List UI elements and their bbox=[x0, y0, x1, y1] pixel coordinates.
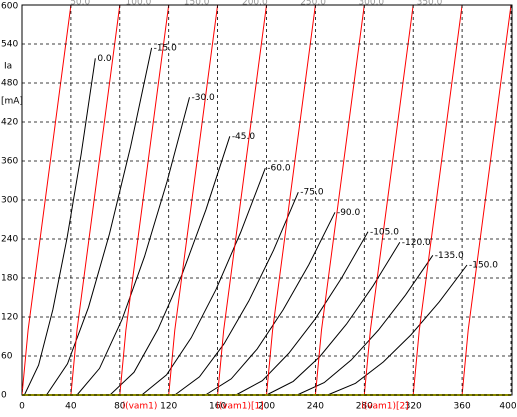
x-tick-label: 120 bbox=[160, 402, 177, 412]
y-tick-label: 420 bbox=[1, 118, 18, 128]
y-axis-label: Ia bbox=[4, 62, 12, 72]
y-tick-label: 120 bbox=[1, 313, 18, 323]
x-tick-label: 0 bbox=[19, 402, 25, 412]
series-line bbox=[109, 136, 231, 396]
series-line bbox=[235, 231, 369, 396]
x-tick-label: 280 bbox=[356, 402, 373, 412]
y-tick-label: 300 bbox=[1, 196, 18, 206]
x-tick-label: 80 bbox=[114, 402, 126, 412]
x2-tick-label: 200.0 bbox=[242, 0, 268, 8]
x-tick-label: 320 bbox=[405, 402, 422, 412]
series-line bbox=[174, 192, 299, 396]
series-line bbox=[70, 5, 121, 396]
series-line bbox=[119, 5, 170, 396]
x-tick-label: 240 bbox=[307, 402, 324, 412]
series-label: -120.0 bbox=[402, 238, 431, 248]
series-line bbox=[412, 5, 463, 396]
x-tick-label: 400 bbox=[499, 402, 516, 412]
series-label: 0.0 bbox=[97, 54, 112, 64]
series-line bbox=[266, 5, 316, 396]
y-tick-label: 240 bbox=[1, 235, 18, 245]
series-line bbox=[217, 5, 267, 396]
x2-tick-label: 150.0 bbox=[184, 0, 210, 8]
x-tick-label: 40 bbox=[65, 402, 77, 412]
x-tick-label: 160 bbox=[209, 402, 226, 412]
series-label: -105.0 bbox=[370, 227, 399, 237]
y-tick-label: 0 bbox=[1, 391, 7, 401]
x2-tick-label: 300.0 bbox=[358, 0, 384, 8]
series-label: -150.0 bbox=[469, 261, 498, 271]
y-tick-label: 180 bbox=[1, 274, 18, 284]
y-axis-unit: [mA] bbox=[1, 97, 23, 107]
series-label: -75.0 bbox=[300, 188, 324, 198]
y-tick-label: 360 bbox=[1, 157, 18, 167]
series-line bbox=[22, 5, 72, 396]
plot-area bbox=[22, 5, 512, 396]
y-tick-label: 540 bbox=[1, 40, 18, 50]
series-line bbox=[205, 212, 336, 396]
x2-tick-label: 350.0 bbox=[417, 0, 443, 8]
x2-tick-label: 100.0 bbox=[126, 0, 152, 8]
x2-tick-label: 250.0 bbox=[300, 0, 326, 8]
series-line bbox=[314, 5, 365, 396]
series-label: -90.0 bbox=[337, 208, 361, 218]
annotation: i(vam1) bbox=[123, 402, 158, 412]
series-line bbox=[46, 47, 153, 396]
series-line bbox=[461, 5, 512, 396]
y-tick-label: 480 bbox=[1, 79, 18, 89]
series-label: -15.0 bbox=[154, 43, 178, 53]
series-line bbox=[168, 5, 219, 396]
annotation: i(vam1)[1] bbox=[216, 402, 264, 412]
series-line bbox=[327, 264, 468, 396]
x-tick-label: 360 bbox=[454, 402, 471, 412]
y-tick-label: 600 bbox=[1, 2, 18, 12]
y-tick-label: 60 bbox=[1, 352, 13, 362]
series-label: -30.0 bbox=[191, 93, 215, 103]
series-label: -60.0 bbox=[267, 164, 291, 174]
series-line bbox=[23, 58, 96, 396]
series-line bbox=[296, 255, 434, 396]
series-line bbox=[363, 5, 414, 396]
series-label: -135.0 bbox=[435, 251, 464, 261]
annotation: i(vam1)[2] bbox=[361, 402, 409, 412]
series-line bbox=[141, 168, 266, 396]
series-label: -45.0 bbox=[232, 132, 256, 142]
x-tick-label: 200 bbox=[258, 402, 275, 412]
x2-tick-label: 50.0 bbox=[70, 0, 90, 8]
series-line bbox=[76, 97, 190, 396]
